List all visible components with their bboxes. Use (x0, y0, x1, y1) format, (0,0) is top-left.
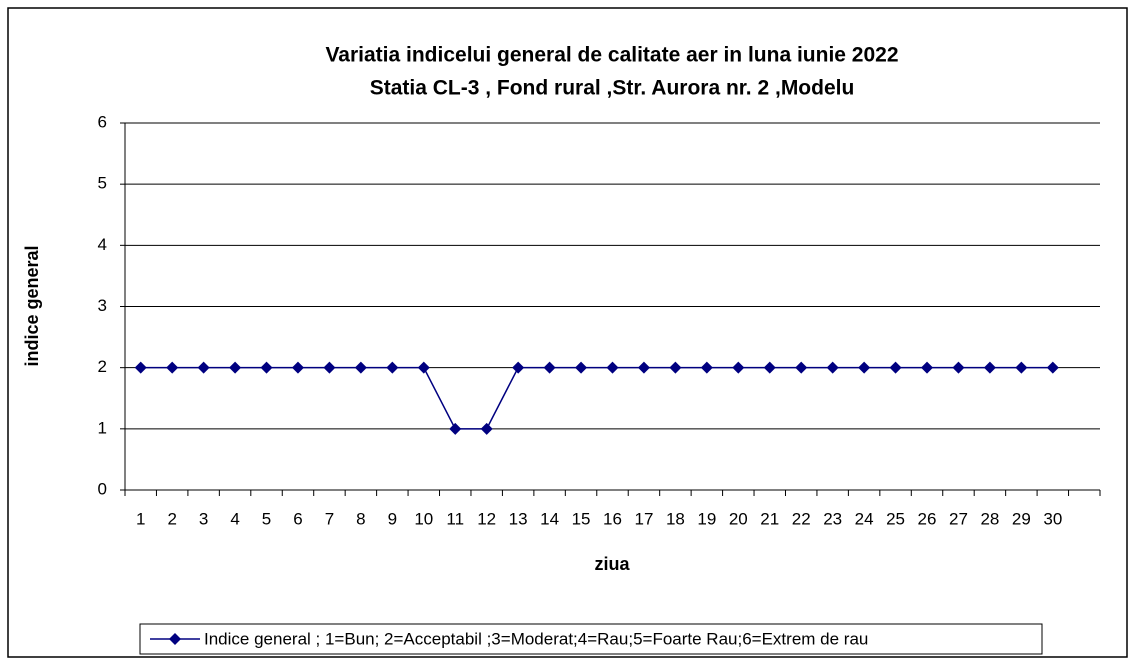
x-axis-title: ziua (594, 554, 630, 574)
data-point (1015, 361, 1028, 374)
x-tick-label: 9 (388, 509, 397, 528)
data-point (354, 361, 367, 374)
x-tick-label: 22 (792, 509, 811, 528)
data-point (637, 361, 650, 374)
data-point (858, 361, 871, 374)
chart-subtitle: Statia CL-3 , Fond rural ,Str. Aurora nr… (370, 77, 855, 100)
data-point (795, 361, 808, 374)
data-point (260, 361, 273, 374)
x-tick-label: 25 (886, 509, 905, 528)
data-point (386, 361, 399, 374)
data-point (983, 361, 996, 374)
y-axis-title: indice general (22, 245, 42, 366)
x-tick-label: 19 (697, 509, 716, 528)
x-tick-label: 17 (634, 509, 653, 528)
y-tick-label: 4 (98, 235, 107, 254)
y-tick-label: 5 (98, 174, 107, 193)
data-point (889, 361, 902, 374)
x-tick-label: 26 (918, 509, 937, 528)
x-tick-label: 6 (293, 509, 302, 528)
x-tick-label: 4 (230, 509, 239, 528)
y-tick-label: 3 (98, 296, 107, 315)
x-tick-label: 11 (446, 509, 464, 528)
x-tick-label: 1 (136, 509, 145, 528)
data-point (323, 361, 336, 374)
x-tick-label: 7 (325, 509, 334, 528)
data-point (543, 361, 556, 374)
x-tick-label: 29 (1012, 509, 1031, 528)
x-tick-label: 14 (540, 509, 559, 528)
chart-title: Variatia indicelui general de calitate a… (325, 44, 898, 67)
x-tick-label: 20 (729, 509, 748, 528)
x-tick-label: 3 (199, 509, 208, 528)
x-tick-label: 30 (1043, 509, 1062, 528)
x-tick-label: 28 (980, 509, 999, 528)
data-point (921, 361, 934, 374)
data-point (700, 361, 713, 374)
data-point (763, 361, 776, 374)
data-point (669, 361, 682, 374)
x-tick-label: 16 (603, 509, 622, 528)
x-tick-label: 24 (855, 509, 874, 528)
data-point (229, 361, 242, 374)
data-point (291, 361, 304, 374)
data-point (449, 422, 462, 435)
y-tick-label: 1 (98, 418, 107, 437)
x-tick-label: 2 (167, 509, 176, 528)
x-tick-label: 27 (949, 509, 968, 528)
data-point (417, 361, 430, 374)
x-tick-label: 12 (477, 509, 496, 528)
data-point (732, 361, 745, 374)
data-point (134, 361, 147, 374)
x-tick-label: 5 (262, 509, 271, 528)
x-tick-label: 8 (356, 509, 365, 528)
y-tick-label: 2 (98, 357, 107, 376)
data-point (952, 361, 965, 374)
x-tick-label: 10 (414, 509, 433, 528)
y-tick-label: 0 (98, 479, 107, 498)
x-tick-label: 15 (572, 509, 591, 528)
data-point (480, 422, 493, 435)
x-tick-label: 21 (760, 509, 779, 528)
data-point (575, 361, 588, 374)
chart-border (7, 7, 1128, 658)
data-point (512, 361, 525, 374)
data-point (197, 361, 210, 374)
x-tick-label: 13 (509, 509, 528, 528)
data-point (606, 361, 619, 374)
x-tick-label: 23 (823, 509, 842, 528)
y-tick-label: 6 (98, 112, 107, 131)
legend-marker (169, 633, 181, 645)
data-point (826, 361, 839, 374)
x-tick-label: 18 (666, 509, 685, 528)
data-point (1046, 361, 1059, 374)
legend-box (139, 623, 1043, 655)
legend-label: Indice general ; 1=Bun; 2=Acceptabil ;3=… (204, 629, 868, 648)
data-point (166, 361, 179, 374)
